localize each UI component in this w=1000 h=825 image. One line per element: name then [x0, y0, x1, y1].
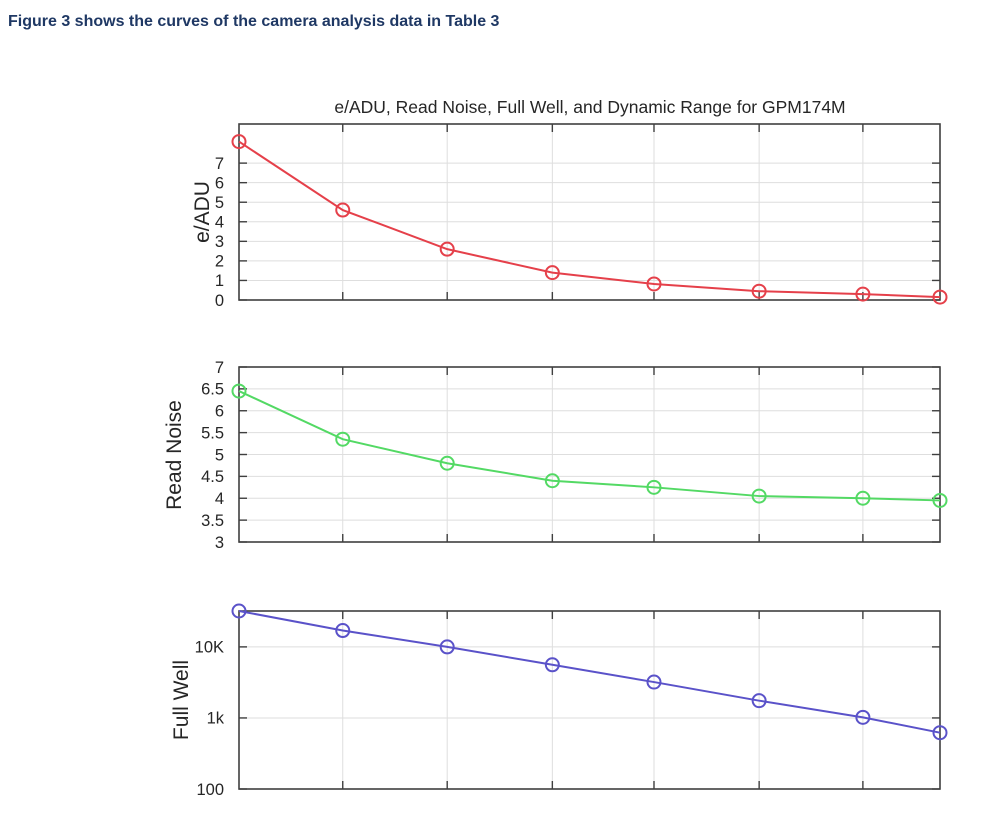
data-marker-full-well	[335, 623, 351, 639]
data-marker-e-adu	[544, 265, 560, 281]
y-tick-label: 4	[215, 490, 224, 508]
subplot-full-well: 100 1k 10K	[195, 603, 948, 799]
data-marker-e-adu	[855, 286, 871, 302]
data-line-full-well	[238, 610, 941, 734]
data-line-e-adu	[238, 140, 941, 299]
y-tick-label: 5	[215, 194, 224, 212]
data-marker-full-well	[439, 639, 455, 655]
y-tick-label: 6	[215, 174, 224, 192]
data-marker-e-adu	[439, 241, 455, 257]
data-marker-e-adu	[231, 134, 247, 150]
data-marker-read-noise	[544, 473, 560, 489]
subplot-e-adu: 0 12 34 5 67	[215, 123, 948, 310]
y-tick-label: 6	[215, 403, 224, 421]
data-marker-full-well	[751, 693, 767, 709]
y-tick-label: 5.5	[201, 424, 224, 442]
y-tick-label: 3.5	[201, 512, 224, 530]
data-marker-full-well	[932, 725, 948, 741]
data-marker-read-noise	[751, 488, 767, 504]
y-tick-label: 5	[215, 446, 224, 464]
y-tick-label: 2	[215, 253, 224, 271]
y-tick-label: 3	[215, 233, 224, 251]
y-tick-label: 1	[215, 272, 224, 290]
y-tick-label: 10K	[195, 639, 224, 657]
y-tick-label: 7	[215, 155, 224, 173]
y-tick-label: 7	[215, 359, 224, 377]
axes-frame	[238, 610, 941, 790]
data-marker-read-noise	[855, 490, 871, 506]
data-marker-full-well	[544, 657, 560, 673]
figure-caption: Figure 3 shows the curves of the camera …	[8, 13, 500, 30]
data-marker-e-adu	[932, 289, 948, 305]
subplot-read-noise: 3 3.5 4 4.5 5 5.5 6 6.5 7	[201, 359, 948, 552]
data-marker-e-adu	[751, 283, 767, 299]
data-marker-e-adu	[646, 276, 662, 292]
y-tick-label: 4.5	[201, 468, 224, 486]
data-marker-full-well	[231, 603, 247, 619]
data-marker-read-noise	[231, 383, 247, 399]
chart-title: e/ADU, Read Noise, Full Well, and Dynami…	[334, 97, 846, 117]
data-marker-read-noise	[335, 431, 351, 447]
y-tick-label: 6.5	[201, 381, 224, 399]
data-marker-full-well	[855, 709, 871, 725]
y-tick-label: 3	[215, 534, 224, 552]
y-tick-label: 1k	[207, 710, 225, 728]
data-marker-full-well	[646, 674, 662, 690]
data-marker-read-noise	[439, 455, 455, 471]
data-marker-read-noise	[932, 492, 948, 508]
data-marker-e-adu	[335, 202, 351, 218]
y-tick-label: 4	[215, 214, 224, 232]
y-tick-label: 0	[215, 292, 224, 310]
data-marker-read-noise	[646, 479, 662, 495]
y-tick-label: 100	[196, 781, 224, 799]
axes-frame	[238, 123, 941, 301]
data-line-read-noise	[238, 390, 941, 502]
